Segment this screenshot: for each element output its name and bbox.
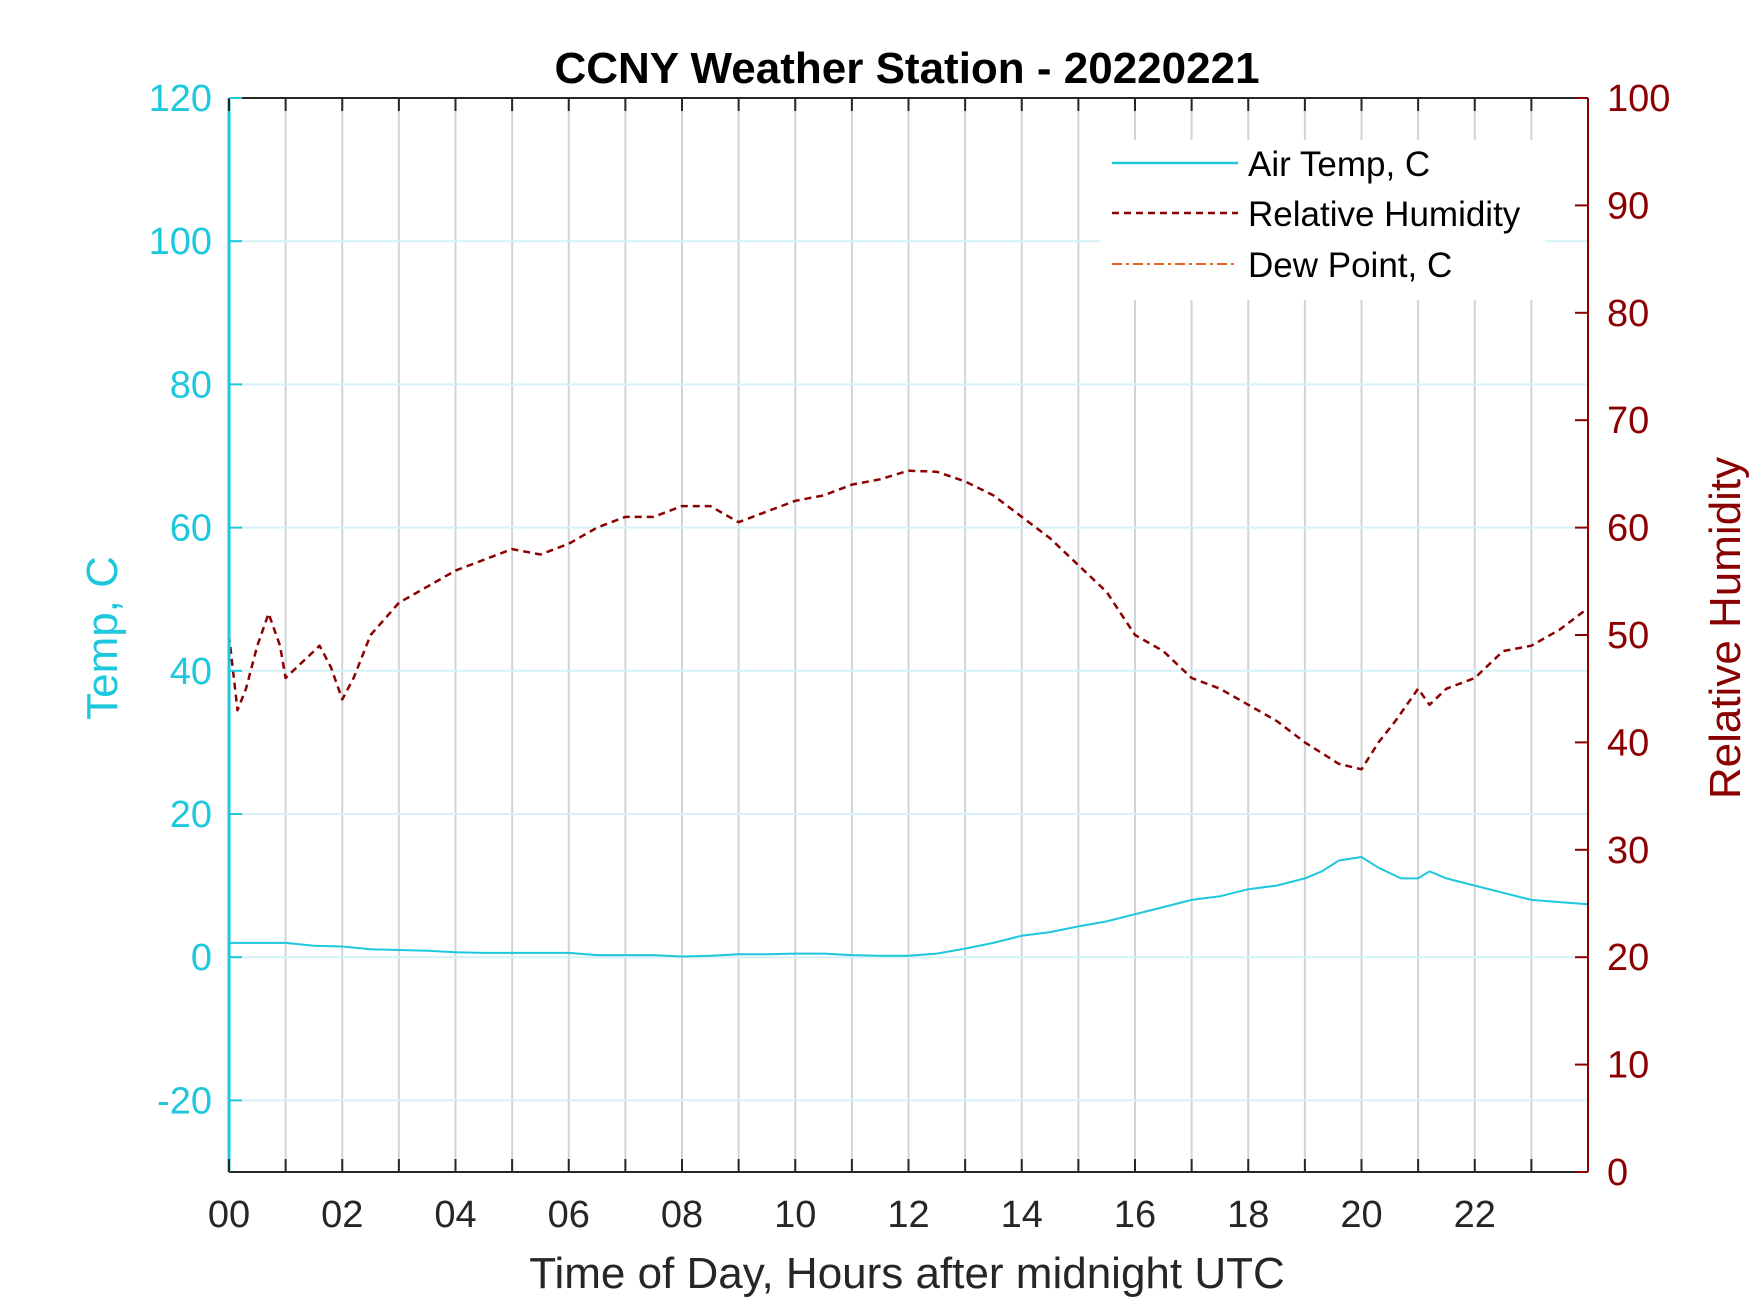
y-right-tick-label: 30 bbox=[1607, 830, 1649, 872]
chart-title: CCNY Weather Station - 20220221 bbox=[554, 44, 1259, 93]
legend-label-air-temp: Air Temp, C bbox=[1248, 145, 1430, 184]
y-left-tick-label: -20 bbox=[157, 1080, 212, 1122]
legend: Air Temp, C Relative Humidity Dew Point,… bbox=[1100, 140, 1545, 300]
x-tick-label: 10 bbox=[774, 1194, 816, 1236]
y-axis-label-left: Temp, C bbox=[78, 556, 127, 720]
y-right-tick-label: 70 bbox=[1607, 400, 1649, 442]
y-right-tick-label: 10 bbox=[1607, 1045, 1649, 1087]
y-right-tick-label: 100 bbox=[1607, 78, 1670, 120]
x-tick-label: 22 bbox=[1454, 1194, 1496, 1236]
y-left-tick-label: 60 bbox=[170, 508, 212, 550]
axes bbox=[227, 97, 1589, 1173]
y-right-tick-label: 0 bbox=[1607, 1152, 1628, 1194]
x-tick-label: 02 bbox=[321, 1194, 363, 1236]
y-left-tick-label: 120 bbox=[149, 78, 212, 120]
y-right-tick-label: 90 bbox=[1607, 185, 1649, 227]
y-left-tick-label: 100 bbox=[149, 221, 212, 263]
y-left-tick-label: 40 bbox=[170, 651, 212, 693]
legend-label-relative-humidity: Relative Humidity bbox=[1248, 195, 1521, 234]
tick-labels: 00 02 04 06 08 10 12 14 16 18 20 22-200204060801001… bbox=[149, 78, 1671, 1236]
x-tick-label: 04 bbox=[434, 1194, 476, 1236]
x-tick-label: 06 bbox=[548, 1194, 590, 1236]
x-axis-label: Time of Day, Hours after midnight UTC bbox=[529, 1249, 1285, 1298]
x-tick-label: 12 bbox=[887, 1194, 929, 1236]
x-tick-label: 18 bbox=[1227, 1194, 1269, 1236]
x-tick-label: 08 bbox=[661, 1194, 703, 1236]
y-right-tick-label: 20 bbox=[1607, 937, 1649, 979]
legend-box bbox=[1100, 140, 1545, 300]
y-right-tick-label: 50 bbox=[1607, 615, 1649, 657]
grid-lines bbox=[229, 98, 1588, 1172]
x-tick-label: 14 bbox=[1001, 1194, 1043, 1236]
y-left-tick-label: 80 bbox=[170, 364, 212, 406]
x-tick-label: 16 bbox=[1114, 1194, 1156, 1236]
x-tick-label: 00 bbox=[208, 1194, 250, 1236]
y-axis-label-right: Relative Humidity bbox=[1701, 457, 1750, 799]
y-left-tick-label: 20 bbox=[170, 794, 212, 836]
series-line-temp bbox=[229, 856, 1589, 958]
y-left-tick-label: 0 bbox=[191, 937, 212, 979]
y-right-tick-label: 60 bbox=[1607, 508, 1649, 550]
y-right-tick-label: 40 bbox=[1607, 722, 1649, 764]
y-right-tick-label: 80 bbox=[1607, 293, 1649, 335]
legend-label-dew-point: Dew Point, C bbox=[1248, 246, 1452, 285]
x-tick-label: 20 bbox=[1340, 1194, 1382, 1236]
data-series bbox=[227, 469, 1589, 958]
